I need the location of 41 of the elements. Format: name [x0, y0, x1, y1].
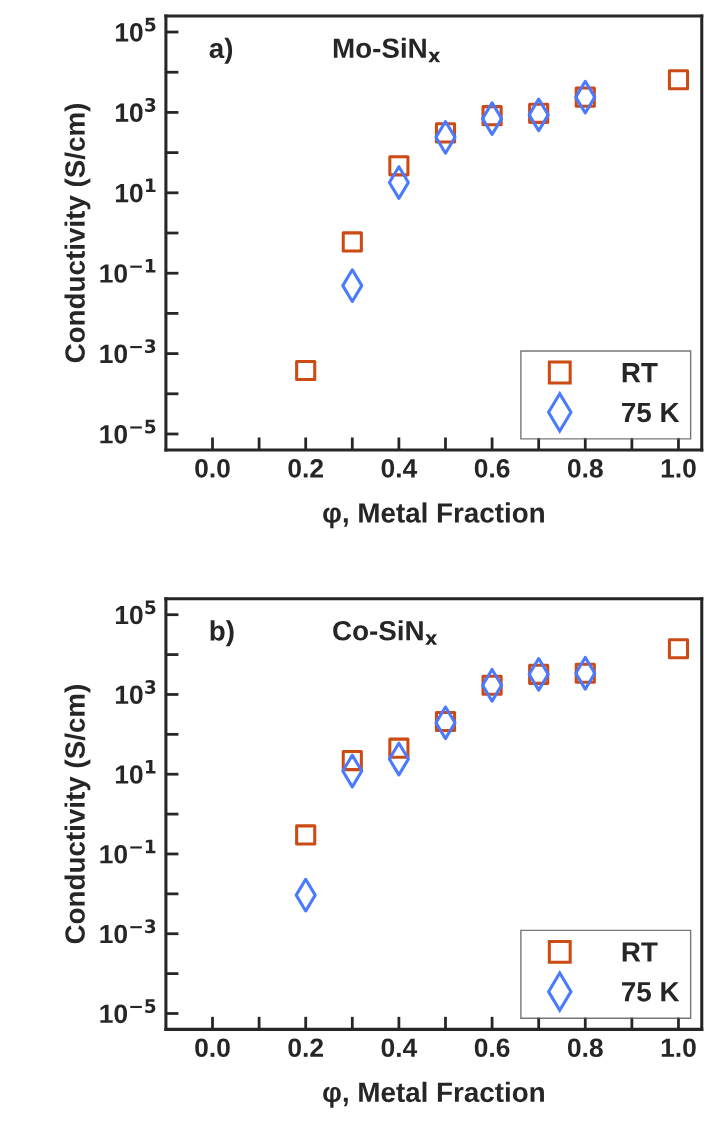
y-tick-label: 10$^{−3}$	[100, 339, 156, 364]
legend-label: 75 K	[622, 402, 680, 423]
annotation: a)	[209, 37, 233, 64]
x-axis-title: φ, Metal Fraction	[323, 502, 544, 529]
y-tick-label: 10$^{3}$	[115, 97, 156, 123]
y-tick-label: 10$^{−5}$	[100, 419, 156, 444]
legend-label: RT	[622, 363, 658, 383]
x-tick-label: 0.8	[567, 459, 603, 478]
annotation: Mo-SiN$_{x}$	[333, 37, 441, 63]
x-tick-label: 0.2	[288, 459, 323, 478]
legend-label: 75 K	[622, 982, 680, 1002]
x-axis-title: φ, Metal Fraction	[323, 1081, 544, 1108]
y-axis-title: Conductivity (S/cm)	[64, 685, 91, 944]
x-tick-label: 0.2	[288, 1038, 323, 1058]
x-tick-label: 0.6	[474, 1038, 510, 1058]
y-tick-label: 10$^{−5}$	[100, 999, 156, 1024]
x-tick-label: 0.0	[195, 1038, 230, 1058]
x-tick-label: 0.6	[474, 459, 510, 478]
x-tick-label: 1.0	[661, 1038, 696, 1058]
point	[667, 69, 690, 91]
y-tick-label: 10$^{5}$	[115, 600, 156, 625]
x-tick-label: 0.4	[381, 1038, 418, 1058]
x-tick-label: 0.4	[381, 459, 418, 478]
y-axis-title: Conductivity (S/cm)	[64, 103, 91, 363]
point	[667, 638, 690, 660]
annotation: Co-SiN$_{x}$	[333, 620, 438, 645]
x-tick-label: 1.0	[661, 459, 696, 478]
y-tick-label: 10$^{5}$	[115, 17, 156, 42]
x-tick-label: 0.0	[195, 459, 230, 478]
y-tick-label: 10$^{1}$	[115, 760, 156, 784]
y-tick-label: 10$^{−1}$	[100, 259, 156, 283]
point	[295, 359, 317, 382]
legend-label: RT	[622, 942, 658, 962]
y-tick-label: 10$^{1}$	[115, 178, 156, 203]
y-tick-label: 10$^{3}$	[115, 680, 156, 705]
x-tick-label: 0.8	[567, 1038, 603, 1058]
point	[295, 824, 317, 846]
point	[341, 231, 363, 253]
y-tick-label: 10$^{−3}$	[100, 919, 156, 944]
y-tick-label: 10$^{−1}$	[100, 839, 156, 864]
annotation: b)	[210, 620, 234, 647]
